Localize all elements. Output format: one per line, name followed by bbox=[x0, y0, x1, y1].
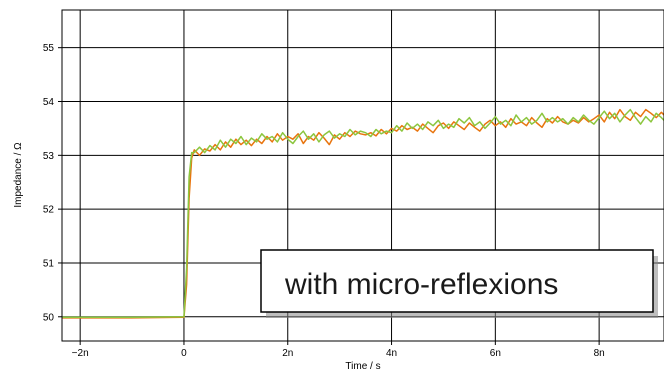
x-tick-label: 4n bbox=[386, 348, 397, 359]
x-tick-label: 0 bbox=[181, 348, 187, 359]
y-axis-title: Impedance / Ω bbox=[13, 142, 24, 208]
annotation-frame bbox=[260, 249, 654, 313]
y-tick-label: 50 bbox=[43, 312, 55, 323]
x-tick-label: 6n bbox=[490, 348, 501, 359]
annotation-text: with micro-reflexions bbox=[284, 268, 558, 301]
series-line-2 bbox=[62, 108, 664, 319]
x-tick-label: −2n bbox=[72, 348, 89, 359]
y-tick-label: 52 bbox=[43, 205, 55, 216]
y-tick-label: 54 bbox=[43, 97, 55, 108]
x-axis-title: Time / s bbox=[345, 361, 380, 372]
x-tick-label: 2n bbox=[282, 348, 293, 359]
y-tick-label: 53 bbox=[43, 151, 55, 162]
tick-labels: −2n 0 2n 4n 6n 8n 50 51 52 53 54 55 bbox=[43, 43, 605, 359]
series-layer bbox=[62, 108, 664, 319]
series-line-1 bbox=[62, 108, 664, 319]
y-tick-label: 55 bbox=[43, 43, 55, 54]
y-tick-label: 51 bbox=[43, 258, 55, 269]
x-tick-label: 8n bbox=[594, 348, 605, 359]
plot-frame bbox=[61, 9, 664, 342]
annotation-box: with micro-reflexions bbox=[260, 249, 658, 318]
